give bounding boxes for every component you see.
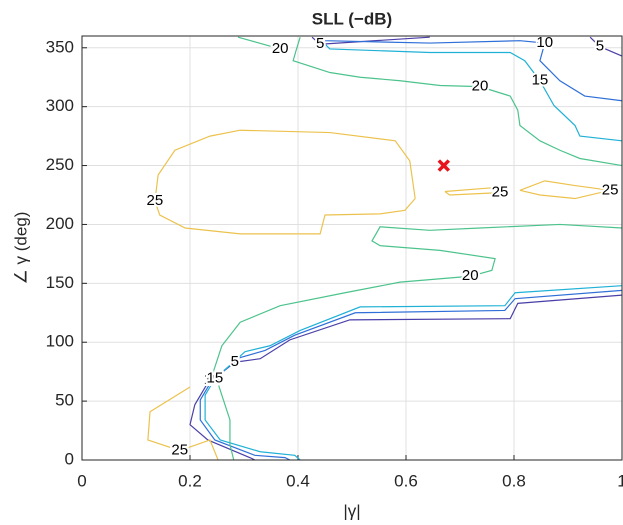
x-tick-label: 0.6 [394,471,418,490]
y-tick-label: 300 [46,96,74,115]
y-tick-label: 100 [46,332,74,351]
y-tick-label: 350 [46,37,74,56]
contour-label: 15 [532,72,549,89]
contour-line [311,36,430,45]
contour-label: 5 [231,353,239,370]
x-tick-label: 0.4 [286,471,310,490]
contour-label: 25 [492,184,509,201]
plot-frame [81,35,623,461]
chart-title: SLL (−dB) [312,9,392,28]
contour-line [315,36,623,102]
contour-label: 20 [462,267,479,284]
contour-line [213,223,623,461]
x-tick-label: 0.2 [178,471,202,490]
contour-line [204,285,623,461]
x-tick-label: 0 [77,471,86,490]
y-tick-label: 200 [46,214,74,233]
contour-line [147,386,219,461]
y-tick-label: 0 [65,449,74,468]
contour-line [589,36,623,57]
contour-line [519,180,611,200]
contour-label: 25 [147,192,164,209]
contour-line [292,37,623,167]
contour-line [154,129,416,235]
marker [437,159,451,172]
y-tick-label: 250 [46,155,74,174]
contour-label: 25 [171,442,188,459]
x-tick-label: 0.8 [502,471,526,490]
y-tick-label: 150 [46,273,74,292]
y-axis-label: ∠ γ (deg) [11,212,30,285]
contour-line [199,289,623,461]
contour-line [444,187,501,196]
contour-line [317,36,623,142]
contour-label: 15 [206,370,223,387]
contour-label: 20 [272,40,289,57]
contour-label: 5 [316,35,324,52]
y-tick-label: 50 [55,391,74,410]
x-axis-label: |γ| [343,501,360,520]
x-tick-label: 1 [617,471,623,490]
contour-label: 20 [472,78,489,95]
contour-label: 10 [536,34,553,51]
contour-label: 25 [602,181,619,198]
contour-label: 5 [596,38,604,55]
contour-label: 10 [204,371,221,388]
contour-line [237,36,281,50]
